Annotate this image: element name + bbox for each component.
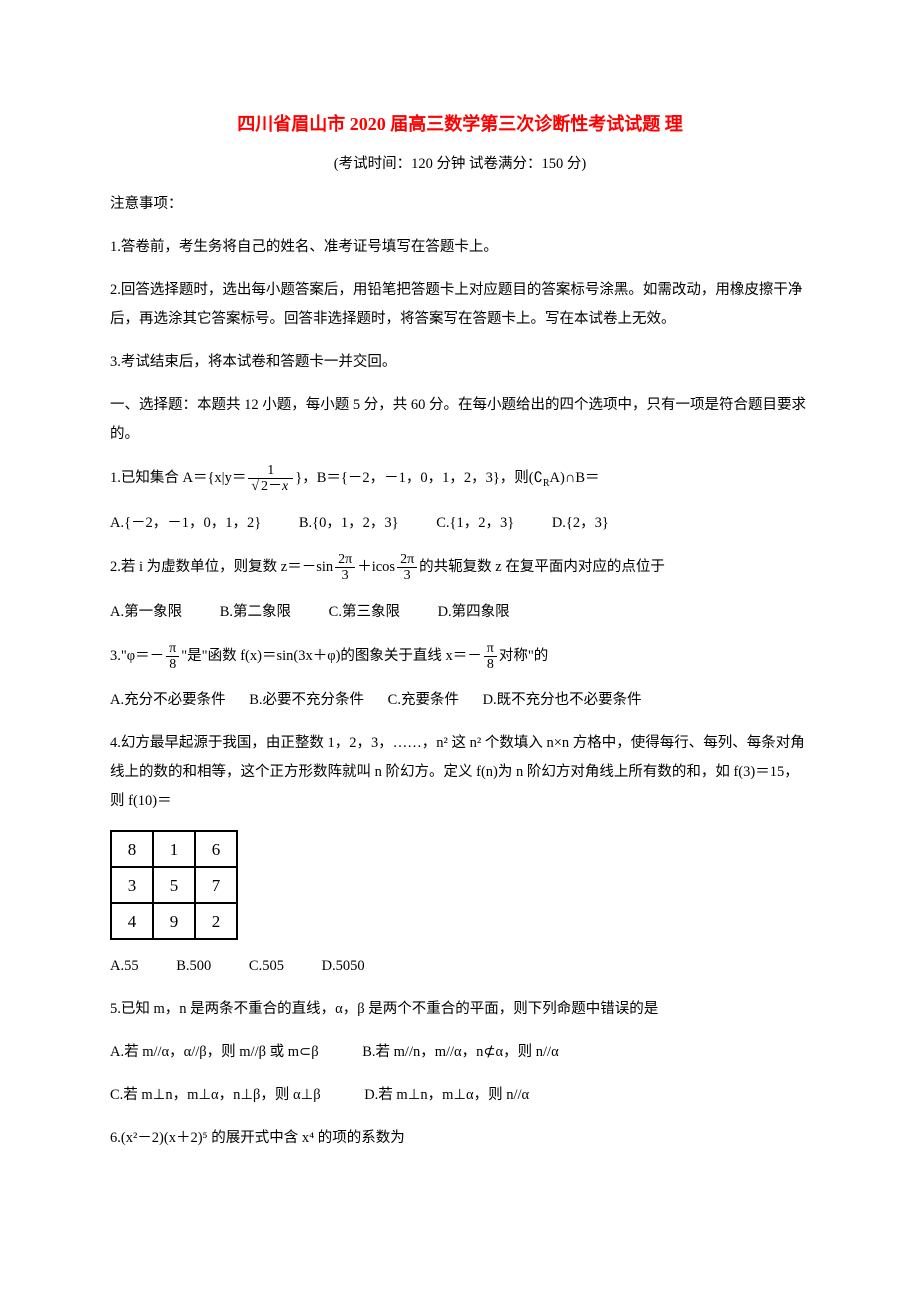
- q1-opt-a: A.{－2，－1，0，1，2}: [110, 509, 261, 538]
- notice-header: 注意事项：: [110, 190, 810, 219]
- magic-square-table: 8 1 6 3 5 7 4 9 2: [110, 830, 238, 940]
- q5-opt-c: C.若 m⊥n，m⊥α，n⊥β，则 α⊥β: [110, 1081, 321, 1110]
- q1-pre: 1.已知集合 A＝{x|y＝: [110, 470, 246, 486]
- q4-opt-d: D.5050: [322, 952, 365, 981]
- q2-opt-d: D.第四象限: [438, 598, 510, 627]
- q2-post: 的共轭复数 z 在复平面内对应的点位于: [419, 559, 665, 575]
- q1-options: A.{－2，－1，0，1，2} B.{0，1，2，3} C.{1，2，3} D.…: [110, 509, 810, 538]
- cell: 4: [111, 903, 153, 939]
- complement-symbol: ∁: [534, 470, 543, 486]
- q2-f2n: 2π: [397, 552, 417, 567]
- q2-opt-b: B.第二象限: [220, 598, 291, 627]
- q2-pre: 2.若 i 为虚数单位，则复数 z＝－sin: [110, 559, 333, 575]
- q2-f2d: 3: [397, 567, 417, 583]
- cell: 6: [195, 831, 237, 867]
- page-title: 四川省眉山市 2020 届高三数学第三次诊断性考试试题 理: [110, 110, 810, 139]
- cell: 2: [195, 903, 237, 939]
- q1-frac-num: 1: [248, 463, 293, 478]
- q3-pre: 3."φ＝－: [110, 648, 164, 664]
- q3-options: A.充分不必要条件 B.必要不充分条件 C.充要条件 D.既不充分也不必要条件: [110, 686, 810, 715]
- notice-1: 1.答卷前，考生务将自己的姓名、准考证号填写在答题卡上。: [110, 233, 810, 262]
- q2-f1n: 2π: [335, 552, 355, 567]
- cell: 3: [111, 867, 153, 903]
- q4-opt-c: C.505: [249, 952, 284, 981]
- q6-stem: 6.(x²－2)(x＋2)⁵ 的展开式中含 x⁴ 的项的系数为: [110, 1124, 810, 1153]
- notice-2: 2.回答选择题时，选出每小题答案后，用铅笔把答题卡上对应题目的答案标号涂黑。如需…: [110, 276, 810, 334]
- q3-f2n: π: [484, 641, 497, 656]
- cell: 1: [153, 831, 195, 867]
- q5-opt-d: D.若 m⊥n，m⊥α，则 n//α: [364, 1081, 529, 1110]
- q5-options-row1: A.若 m//α，α//β，则 m//β 或 m⊂β B.若 m//n，m//α…: [110, 1038, 810, 1067]
- q1-post: }，B＝{－2，－1，0，1，2，3}，则(: [295, 470, 533, 486]
- q3-f1d: 8: [166, 656, 179, 672]
- q2-frac2: 2π3: [397, 552, 417, 584]
- q3-f2d: 8: [484, 656, 497, 672]
- q3-opt-c: C.充要条件: [388, 686, 459, 715]
- cell: 5: [153, 867, 195, 903]
- q2-opt-a: A.第一象限: [110, 598, 182, 627]
- cell: 8: [111, 831, 153, 867]
- q3-opt-d: D.既不充分也不必要条件: [483, 686, 642, 715]
- q5-stem: 5.已知 m，n 是两条不重合的直线，α，β 是两个不重合的平面，则下列命题中错…: [110, 995, 810, 1024]
- cell: 9: [153, 903, 195, 939]
- q1-frac-den: √2－x: [248, 478, 293, 494]
- q1-stem: 1.已知集合 A＝{x|y＝1√2－x}，B＝{－2，－1，0，1，2，3}，则…: [110, 463, 810, 495]
- q4-opt-b: B.500: [176, 952, 211, 981]
- q5-opt-b: B.若 m//n，m//α，n⊄α，则 n//α: [362, 1038, 558, 1067]
- q2-frac1: 2π3: [335, 552, 355, 584]
- table-row: 3 5 7: [111, 867, 237, 903]
- q3-mid: "是"函数 f(x)＝sin(3x＋φ)的图象关于直线 x＝－: [181, 648, 482, 664]
- q1-opt-d: D.{2，3}: [552, 509, 609, 538]
- q2-stem: 2.若 i 为虚数单位，则复数 z＝－sin2π3＋icos2π3的共轭复数 z…: [110, 552, 810, 584]
- q1-frac: 1√2－x: [248, 463, 293, 495]
- q5-opt-a: A.若 m//α，α//β，则 m//β 或 m⊂β: [110, 1038, 319, 1067]
- q3-frac1: π8: [166, 641, 179, 673]
- q4-opt-a: A.55: [110, 952, 139, 981]
- q3-frac2: π8: [484, 641, 497, 673]
- q2-mid: ＋icos: [357, 559, 395, 575]
- q1-opt-b: B.{0，1，2，3}: [299, 509, 399, 538]
- cell: 7: [195, 867, 237, 903]
- q3-f1n: π: [166, 641, 179, 656]
- complement-sub: R: [543, 478, 550, 489]
- q1-post2: A)∩B＝: [550, 470, 600, 486]
- q2-f1d: 3: [335, 567, 355, 583]
- notice-3: 3.考试结束后，将本试卷和答题卡一并交回。: [110, 348, 810, 377]
- q3-stem: 3."φ＝－π8"是"函数 f(x)＝sin(3x＋φ)的图象关于直线 x＝－π…: [110, 641, 810, 673]
- q2-opt-c: C.第三象限: [329, 598, 400, 627]
- q1-den-pre: 2－: [261, 479, 282, 494]
- q1-opt-c: C.{1，2，3}: [436, 509, 514, 538]
- q3-post: 对称"的: [499, 648, 548, 664]
- q5-options-row2: C.若 m⊥n，m⊥α，n⊥β，则 α⊥β D.若 m⊥n，m⊥α，则 n//α: [110, 1081, 810, 1110]
- q3-opt-a: A.充分不必要条件: [110, 686, 226, 715]
- q4-options: A.55 B.500 C.505 D.5050: [110, 952, 810, 981]
- table-row: 8 1 6: [111, 831, 237, 867]
- q1-den-var: x: [282, 479, 288, 494]
- q2-options: A.第一象限 B.第二象限 C.第三象限 D.第四象限: [110, 598, 810, 627]
- section-1-header: 一、选择题：本题共 12 小题，每小题 5 分，共 60 分。在每小题给出的四个…: [110, 391, 810, 449]
- q3-opt-b: B.必要不充分条件: [249, 686, 364, 715]
- q4-stem: 4.幻方最早起源于我国，由正整数 1，2，3，……，n² 这 n² 个数填入 n…: [110, 729, 810, 816]
- table-row: 4 9 2: [111, 903, 237, 939]
- exam-info: (考试时间：120 分钟 试卷满分：150 分): [110, 153, 810, 176]
